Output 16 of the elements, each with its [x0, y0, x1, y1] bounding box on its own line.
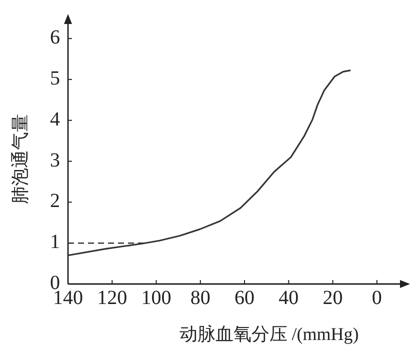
line-series [67, 70, 351, 256]
y-tick-label: 1 [50, 231, 60, 254]
y-tick-label: 5 [50, 67, 60, 90]
x-tick-label: 0 [372, 287, 382, 309]
y-tick-label: 2 [50, 190, 60, 212]
x-tick-label: 100 [141, 287, 172, 309]
x-tick-label: 120 [97, 287, 128, 309]
x-tick-label: 20 [322, 287, 343, 309]
x-axis-title: 动脉血氧分压 /(mmHg) [179, 324, 359, 344]
x-tick-label: 60 [234, 287, 255, 309]
x-tick-label: 40 [278, 287, 299, 309]
x-tick-label: 80 [190, 287, 210, 309]
y-tick-label: 3 [50, 149, 60, 172]
y-tick-label: 4 [50, 108, 60, 130]
y-axis-title: 肺泡通气量 [10, 114, 30, 204]
y-tick-label: 6 [50, 26, 60, 49]
